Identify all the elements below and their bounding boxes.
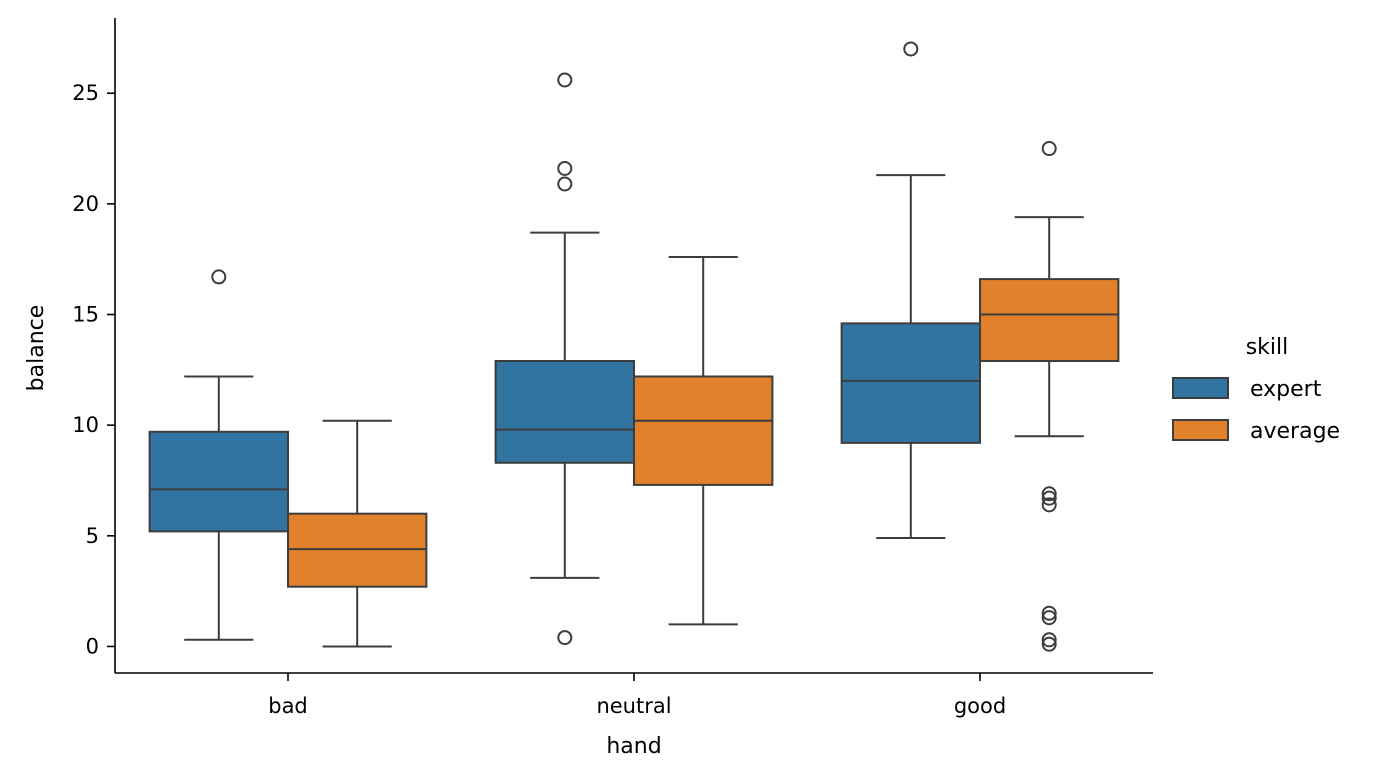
iqr-box xyxy=(979,278,1120,362)
outlier-point xyxy=(211,269,227,285)
legend-label: average xyxy=(1250,419,1340,444)
outlier-point xyxy=(557,160,573,176)
iqr-box xyxy=(494,359,635,464)
outlier-point xyxy=(1041,636,1057,652)
legend-swatch xyxy=(1172,377,1229,399)
x-axis-title: hand xyxy=(606,734,661,759)
iqr-box xyxy=(633,375,774,486)
iqr-box xyxy=(148,430,289,533)
outlier-point xyxy=(1041,141,1057,157)
outlier-point xyxy=(1041,632,1057,648)
x-tick-label-neutral: neutral xyxy=(596,694,671,718)
outlier-point xyxy=(1041,610,1057,626)
legend-title: skill xyxy=(1246,335,1289,360)
x-tick-label-good: good xyxy=(954,694,1006,718)
y-tick-label: 10 xyxy=(72,413,99,437)
legend-entry-expert: expert xyxy=(1172,377,1322,402)
outlier-point xyxy=(557,630,573,646)
y-tick-label: 20 xyxy=(72,192,99,216)
legend: skill expert average xyxy=(1172,335,1340,444)
box-expert-neutral xyxy=(494,72,635,646)
outlier-point xyxy=(1041,605,1057,621)
legend-label: expert xyxy=(1250,377,1322,402)
box-average-good xyxy=(979,141,1120,652)
box-expert-bad xyxy=(148,269,289,641)
outlier-point xyxy=(903,41,919,57)
box-expert-good xyxy=(840,41,981,540)
outlier-point xyxy=(557,176,573,192)
y-tick-label: 5 xyxy=(86,524,99,548)
iqr-box xyxy=(287,512,428,588)
legend-swatch xyxy=(1172,419,1229,441)
iqr-box xyxy=(840,322,981,444)
y-tick-label: 25 xyxy=(72,81,99,105)
outlier-point xyxy=(1041,486,1057,502)
outlier-point xyxy=(1041,490,1057,506)
legend-entry-average: average xyxy=(1172,419,1340,444)
y-tick-label: 0 xyxy=(86,634,99,658)
box-average-neutral xyxy=(633,255,774,626)
outlier-point xyxy=(1041,497,1057,513)
box-average-bad xyxy=(287,419,428,648)
ticks: 0 5 10 15 20 25 bad neutral good xyxy=(72,81,1006,718)
plot-area xyxy=(148,41,1120,652)
y-tick-label: 15 xyxy=(72,303,99,327)
x-tick-label-bad: bad xyxy=(268,694,308,718)
y-axis-title: balance xyxy=(24,305,49,392)
outlier-point xyxy=(557,72,573,88)
